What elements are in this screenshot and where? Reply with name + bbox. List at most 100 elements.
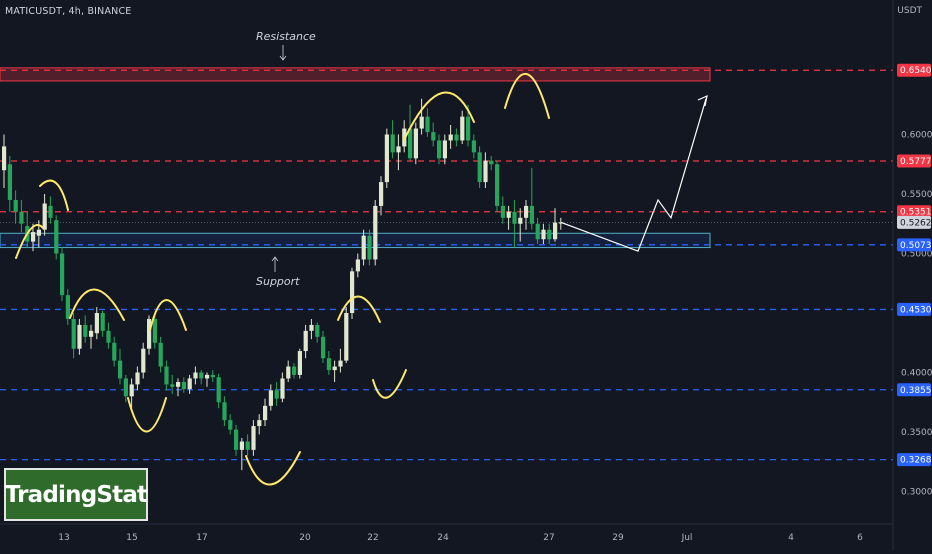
candle-bullish[interactable] xyxy=(413,128,418,159)
candle-bearish[interactable] xyxy=(245,441,250,450)
candle-bearish[interactable] xyxy=(547,229,552,240)
candle-bullish[interactable] xyxy=(297,351,302,375)
candle-bearish[interactable] xyxy=(437,140,442,159)
candle-bearish[interactable] xyxy=(292,366,297,375)
candle-bullish[interactable] xyxy=(524,205,529,218)
candle-bullish[interactable] xyxy=(379,182,384,206)
candle-bullish[interactable] xyxy=(141,348,146,373)
candle-bearish[interactable] xyxy=(152,318,157,343)
candle-bearish[interactable] xyxy=(222,402,227,421)
candle-bearish[interactable] xyxy=(164,366,169,385)
candle-bearish[interactable] xyxy=(170,384,175,387)
candle-bearish[interactable] xyxy=(100,313,105,331)
candle-bullish[interactable] xyxy=(2,146,7,171)
candle-bullish[interactable] xyxy=(448,134,453,141)
candle-bearish[interactable] xyxy=(408,128,413,159)
candle-bearish[interactable] xyxy=(234,429,239,450)
support-price-badge xyxy=(897,383,931,397)
candle-bullish[interactable] xyxy=(129,384,134,397)
candle-bullish[interactable] xyxy=(303,330,308,352)
candle-bullish[interactable] xyxy=(77,324,82,349)
candle-bullish[interactable] xyxy=(396,146,401,153)
candle-bullish[interactable] xyxy=(94,313,99,334)
candle-bullish[interactable] xyxy=(31,232,36,242)
candle-bullish[interactable] xyxy=(355,259,360,272)
candle-bullish[interactable] xyxy=(263,405,268,421)
candle-bullish[interactable] xyxy=(286,366,291,379)
candle-bullish[interactable] xyxy=(251,426,256,450)
candle-bearish[interactable] xyxy=(466,116,471,141)
candle-bearish[interactable] xyxy=(210,374,215,378)
candle-bearish[interactable] xyxy=(321,336,326,359)
candle-bearish[interactable] xyxy=(83,324,88,337)
candle-bearish[interactable] xyxy=(199,372,204,379)
candle-bearish[interactable] xyxy=(158,342,163,367)
candle-bullish[interactable] xyxy=(541,229,546,240)
candle-bullish[interactable] xyxy=(309,324,314,331)
candle-bearish[interactable] xyxy=(274,390,279,399)
candle-bearish[interactable] xyxy=(425,116,430,133)
candle-bullish[interactable] xyxy=(373,205,378,260)
candle-bearish[interactable] xyxy=(112,342,117,361)
candle-bearish[interactable] xyxy=(367,235,372,260)
candle-bullish[interactable] xyxy=(332,366,337,371)
candle-bearish[interactable] xyxy=(48,205,53,218)
candle-bearish[interactable] xyxy=(529,205,534,224)
candle-bearish[interactable] xyxy=(315,324,320,337)
candle-bullish[interactable] xyxy=(483,160,488,183)
candle-bearish[interactable] xyxy=(216,377,221,403)
candle-bullish[interactable] xyxy=(384,134,389,183)
candle-bullish[interactable] xyxy=(42,203,47,230)
candle-bearish[interactable] xyxy=(123,378,128,397)
candle-bullish[interactable] xyxy=(518,217,523,224)
candle-bearish[interactable] xyxy=(326,358,331,371)
swing-curve xyxy=(504,73,550,119)
candle-bearish[interactable] xyxy=(477,152,482,183)
x-tick-label: 24 xyxy=(437,533,449,543)
candle-bullish[interactable] xyxy=(187,378,192,390)
candle-bullish[interactable] xyxy=(350,271,355,313)
candle-bearish[interactable] xyxy=(228,420,233,430)
candle-bullish[interactable] xyxy=(506,211,511,218)
candle-bullish[interactable] xyxy=(36,229,41,236)
candle-bullish[interactable] xyxy=(205,374,210,379)
candle-bearish[interactable] xyxy=(71,318,76,349)
support-zone[interactable] xyxy=(0,232,711,249)
candle-bearish[interactable] xyxy=(19,211,24,224)
candle-bullish[interactable] xyxy=(361,235,366,260)
candle-bullish[interactable] xyxy=(280,378,285,399)
candle-bearish[interactable] xyxy=(65,295,70,319)
candle-bearish[interactable] xyxy=(60,253,65,296)
candle-bullish[interactable] xyxy=(268,390,273,406)
candle-bullish[interactable] xyxy=(89,330,94,337)
candle-bullish[interactable] xyxy=(553,222,558,240)
candle-bearish[interactable] xyxy=(181,382,186,390)
candle-bearish[interactable] xyxy=(54,220,59,254)
candle-bullish[interactable] xyxy=(419,116,424,129)
candle-bearish[interactable] xyxy=(489,160,494,165)
candle-bullish[interactable] xyxy=(147,318,152,349)
candle-bearish[interactable] xyxy=(118,360,123,379)
candle-bullish[interactable] xyxy=(344,313,349,361)
candle-bullish[interactable] xyxy=(239,441,244,450)
candle-bearish[interactable] xyxy=(431,132,436,141)
candle-bearish[interactable] xyxy=(500,205,505,218)
candle-bullish[interactable] xyxy=(460,116,465,141)
candle-bearish[interactable] xyxy=(7,164,12,200)
candle-bearish[interactable] xyxy=(390,134,395,153)
candle-bearish[interactable] xyxy=(471,140,476,153)
candle-bearish[interactable] xyxy=(512,211,517,224)
candle-bullish[interactable] xyxy=(257,420,262,427)
candle-bullish[interactable] xyxy=(135,372,140,385)
candle-bearish[interactable] xyxy=(495,164,500,206)
candle-bullish[interactable] xyxy=(442,140,447,159)
candle-bullish[interactable] xyxy=(193,372,198,379)
candle-bearish[interactable] xyxy=(454,134,459,141)
candle-bearish[interactable] xyxy=(106,330,111,343)
candle-bearish[interactable] xyxy=(13,199,18,212)
candle-bullish[interactable] xyxy=(176,382,181,387)
candle-bullish[interactable] xyxy=(338,360,343,367)
candle-bearish[interactable] xyxy=(535,223,540,240)
